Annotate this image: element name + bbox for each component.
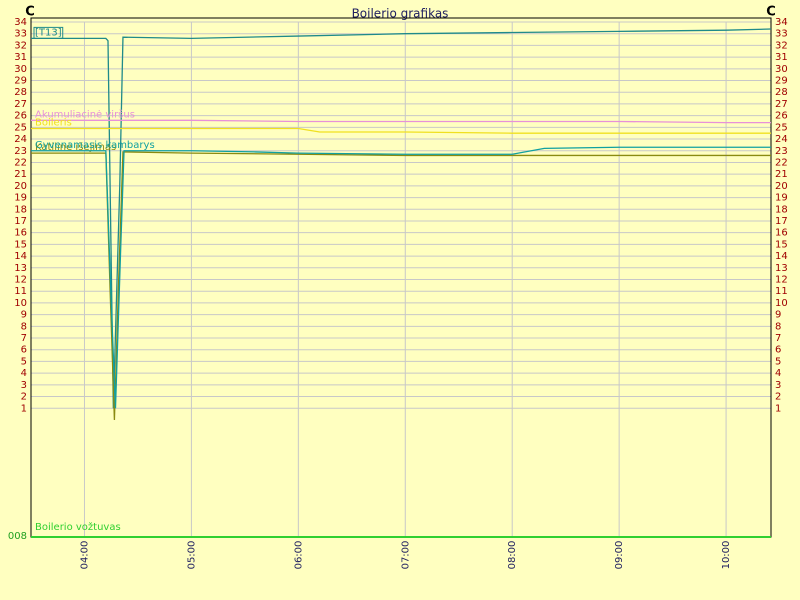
y-tick-label: 2 [775,392,781,403]
y-tick-label: 15 [14,239,27,250]
y-tick-label: 25 [775,122,788,133]
x-tick-label: 10:00 [721,541,732,570]
y-tick-label: 3 [775,380,781,391]
y-tick-label: 15 [775,239,788,250]
x-tick-label: 08:00 [507,541,518,570]
x-tick-label: 04:00 [79,541,90,570]
y-tick-label: 31 [775,52,788,63]
y-tick-label: 32 [14,40,27,51]
y-tick-label: 29 [14,76,27,87]
y-tick-label: 3 [21,380,27,391]
series-label: Boileris [35,118,72,129]
y-tick-label: 12 [14,275,27,286]
y-tick-label: 12 [775,275,788,286]
chart-title: Boilerio grafikas [352,7,449,21]
y-tick-label: 19 [14,193,27,204]
y-tick-label: 31 [14,52,27,63]
series-label: Akumuliacinė viršus [35,108,135,120]
series-label: [T13] [35,27,62,38]
y-tick-label: 30 [775,64,788,75]
x-tick-label: 06:00 [293,541,304,570]
y-tick-label: 4 [775,368,781,379]
series-label-box [33,26,64,39]
series-line [31,127,771,134]
series-label: Gyvenamasis kambarys [35,140,155,151]
y-tick-label: 23 [775,146,788,157]
y-tick-label: 17 [14,216,27,227]
y-tick-label: 9 [21,310,27,321]
y-tick-label: 19 [775,193,788,204]
y-tick-label: 1 [21,403,27,414]
y-tick-label: 16 [14,228,27,239]
y-tick-label: 14 [14,251,27,262]
y-tick-label: 13 [14,263,27,274]
y-tick-label: 5 [21,356,27,367]
y-tick-label: 10 [14,298,27,309]
y-tick-label: 1 [775,403,781,414]
y-tick-label: 6 [21,345,27,356]
y-tick-label: 23 [14,146,27,157]
y-tick-label: 26 [14,111,27,122]
y-tick-label: 34 [14,17,27,28]
y-tick-label: 33 [14,29,27,40]
y-tick-label: 14 [775,251,788,262]
y-tick-label: 27 [14,99,27,110]
y-axis-label: C [766,5,776,20]
series-label: Katilinė išėjimas [35,141,116,153]
y-tick-label: 10 [775,298,788,309]
y-tick-label: 18 [14,204,27,215]
y-tick-label: 8 [775,321,781,332]
y-tick-label: 27 [775,99,788,110]
y-tick-label: 21 [14,169,27,180]
y-tick-label: 21 [775,169,788,180]
y-tick-label: 30 [14,64,27,75]
y-tick-label: 17 [775,216,788,227]
y-tick-label: 28 [775,87,788,98]
y-tick-label: 22 [775,157,788,168]
y-axis-label: C [25,5,35,20]
y-tick-label: 22 [14,157,27,168]
y-tick-label: 25 [14,122,27,133]
y-tick-label: 34 [775,17,788,28]
y-tick-label: 32 [775,40,788,51]
y-tick-label: 24 [775,134,788,145]
y-tick-label: 4 [21,368,27,379]
y-tick-label: 33 [775,29,788,40]
series-label: Boilerio vožtuvas [35,521,121,533]
series-line [31,146,771,409]
y-tick-label: 20 [14,181,27,192]
series-line [31,28,772,409]
series-line [31,119,771,124]
y-tick-label: 8 [21,321,27,332]
y-tick-label: 9 [775,310,781,321]
y-tick-label: 6 [775,345,781,356]
y-tick-label: 28 [14,87,27,98]
y-tick-label: 26 [775,111,788,122]
x-tick-label: 09:00 [614,541,625,570]
y-tick-label: 7 [775,333,781,344]
y-tick-label: 24 [14,134,27,145]
y-tick-label: 7 [21,333,27,344]
x-tick-label: 07:00 [400,541,411,570]
y-tick-label: 11 [775,286,788,297]
y-tick-label: 11 [14,286,27,297]
x-tick-label: 05:00 [186,541,197,570]
y-tick-label: 2 [21,392,27,403]
y-tick-label: 5 [775,356,781,367]
y-tick-label: 18 [775,204,788,215]
bottom-label: 008 [8,531,27,542]
y-tick-label: 29 [775,76,788,87]
series-line [31,151,771,420]
y-tick-label: 20 [775,181,788,192]
y-tick-label: 16 [775,228,788,239]
y-tick-label: 13 [775,263,788,274]
